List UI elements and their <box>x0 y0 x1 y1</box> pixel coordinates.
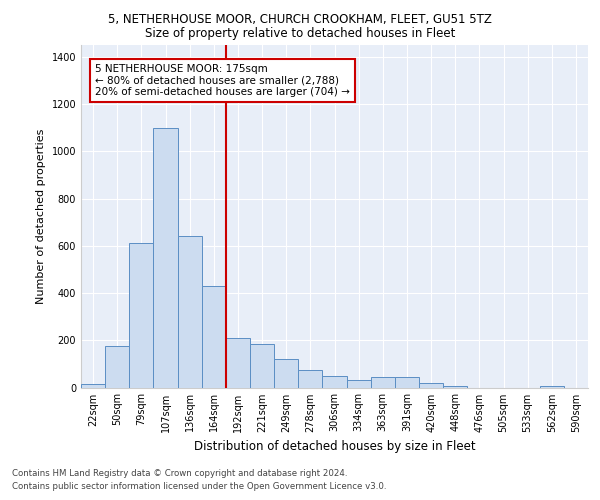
Text: Contains HM Land Registry data © Crown copyright and database right 2024.: Contains HM Land Registry data © Crown c… <box>12 469 347 478</box>
Bar <box>540 386 564 388</box>
Bar <box>298 370 322 388</box>
X-axis label: Distribution of detached houses by size in Fleet: Distribution of detached houses by size … <box>194 440 475 453</box>
Bar <box>250 344 274 388</box>
Bar <box>419 383 443 388</box>
Bar <box>371 377 395 388</box>
Bar <box>202 286 226 388</box>
Text: 5 NETHERHOUSE MOOR: 175sqm
← 80% of detached houses are smaller (2,788)
20% of s: 5 NETHERHOUSE MOOR: 175sqm ← 80% of deta… <box>95 64 350 97</box>
Text: Size of property relative to detached houses in Fleet: Size of property relative to detached ho… <box>145 28 455 40</box>
Bar <box>347 380 371 388</box>
Text: 5, NETHERHOUSE MOOR, CHURCH CROOKHAM, FLEET, GU51 5TZ: 5, NETHERHOUSE MOOR, CHURCH CROOKHAM, FL… <box>108 12 492 26</box>
Bar <box>322 376 347 388</box>
Bar <box>105 346 129 388</box>
Y-axis label: Number of detached properties: Number of detached properties <box>36 128 46 304</box>
Bar <box>178 236 202 388</box>
Bar <box>395 377 419 388</box>
Bar <box>129 244 154 388</box>
Bar <box>226 338 250 388</box>
Text: Contains public sector information licensed under the Open Government Licence v3: Contains public sector information licen… <box>12 482 386 491</box>
Bar <box>81 384 105 388</box>
Bar <box>274 359 298 388</box>
Bar <box>154 128 178 388</box>
Bar <box>443 386 467 388</box>
